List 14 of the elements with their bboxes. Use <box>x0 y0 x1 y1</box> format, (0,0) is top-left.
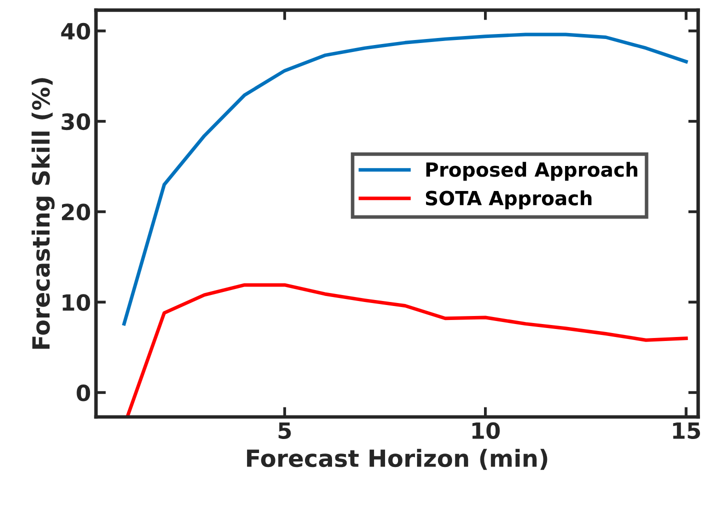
y-tick-label: 20 <box>62 204 90 220</box>
line-series <box>126 283 688 417</box>
y-tick-label: 30 <box>62 113 90 130</box>
y-tick-label: 10 <box>62 294 90 311</box>
line-series <box>122 32 688 326</box>
y-axis-title: Forecasting Skill (%) <box>32 78 55 349</box>
legend-label: Proposed Approach <box>426 162 638 181</box>
y-tick-label: 40 <box>61 22 90 40</box>
x-axis-title: Forecast Horizon (min) <box>247 448 548 470</box>
x-tick-label: 5 <box>278 422 291 440</box>
y-tick-label: 0 <box>76 384 90 402</box>
x-tick-label: 15 <box>673 422 700 440</box>
x-tick-label: 10 <box>472 422 500 440</box>
legend-label: SOTA Approach <box>426 190 592 210</box>
